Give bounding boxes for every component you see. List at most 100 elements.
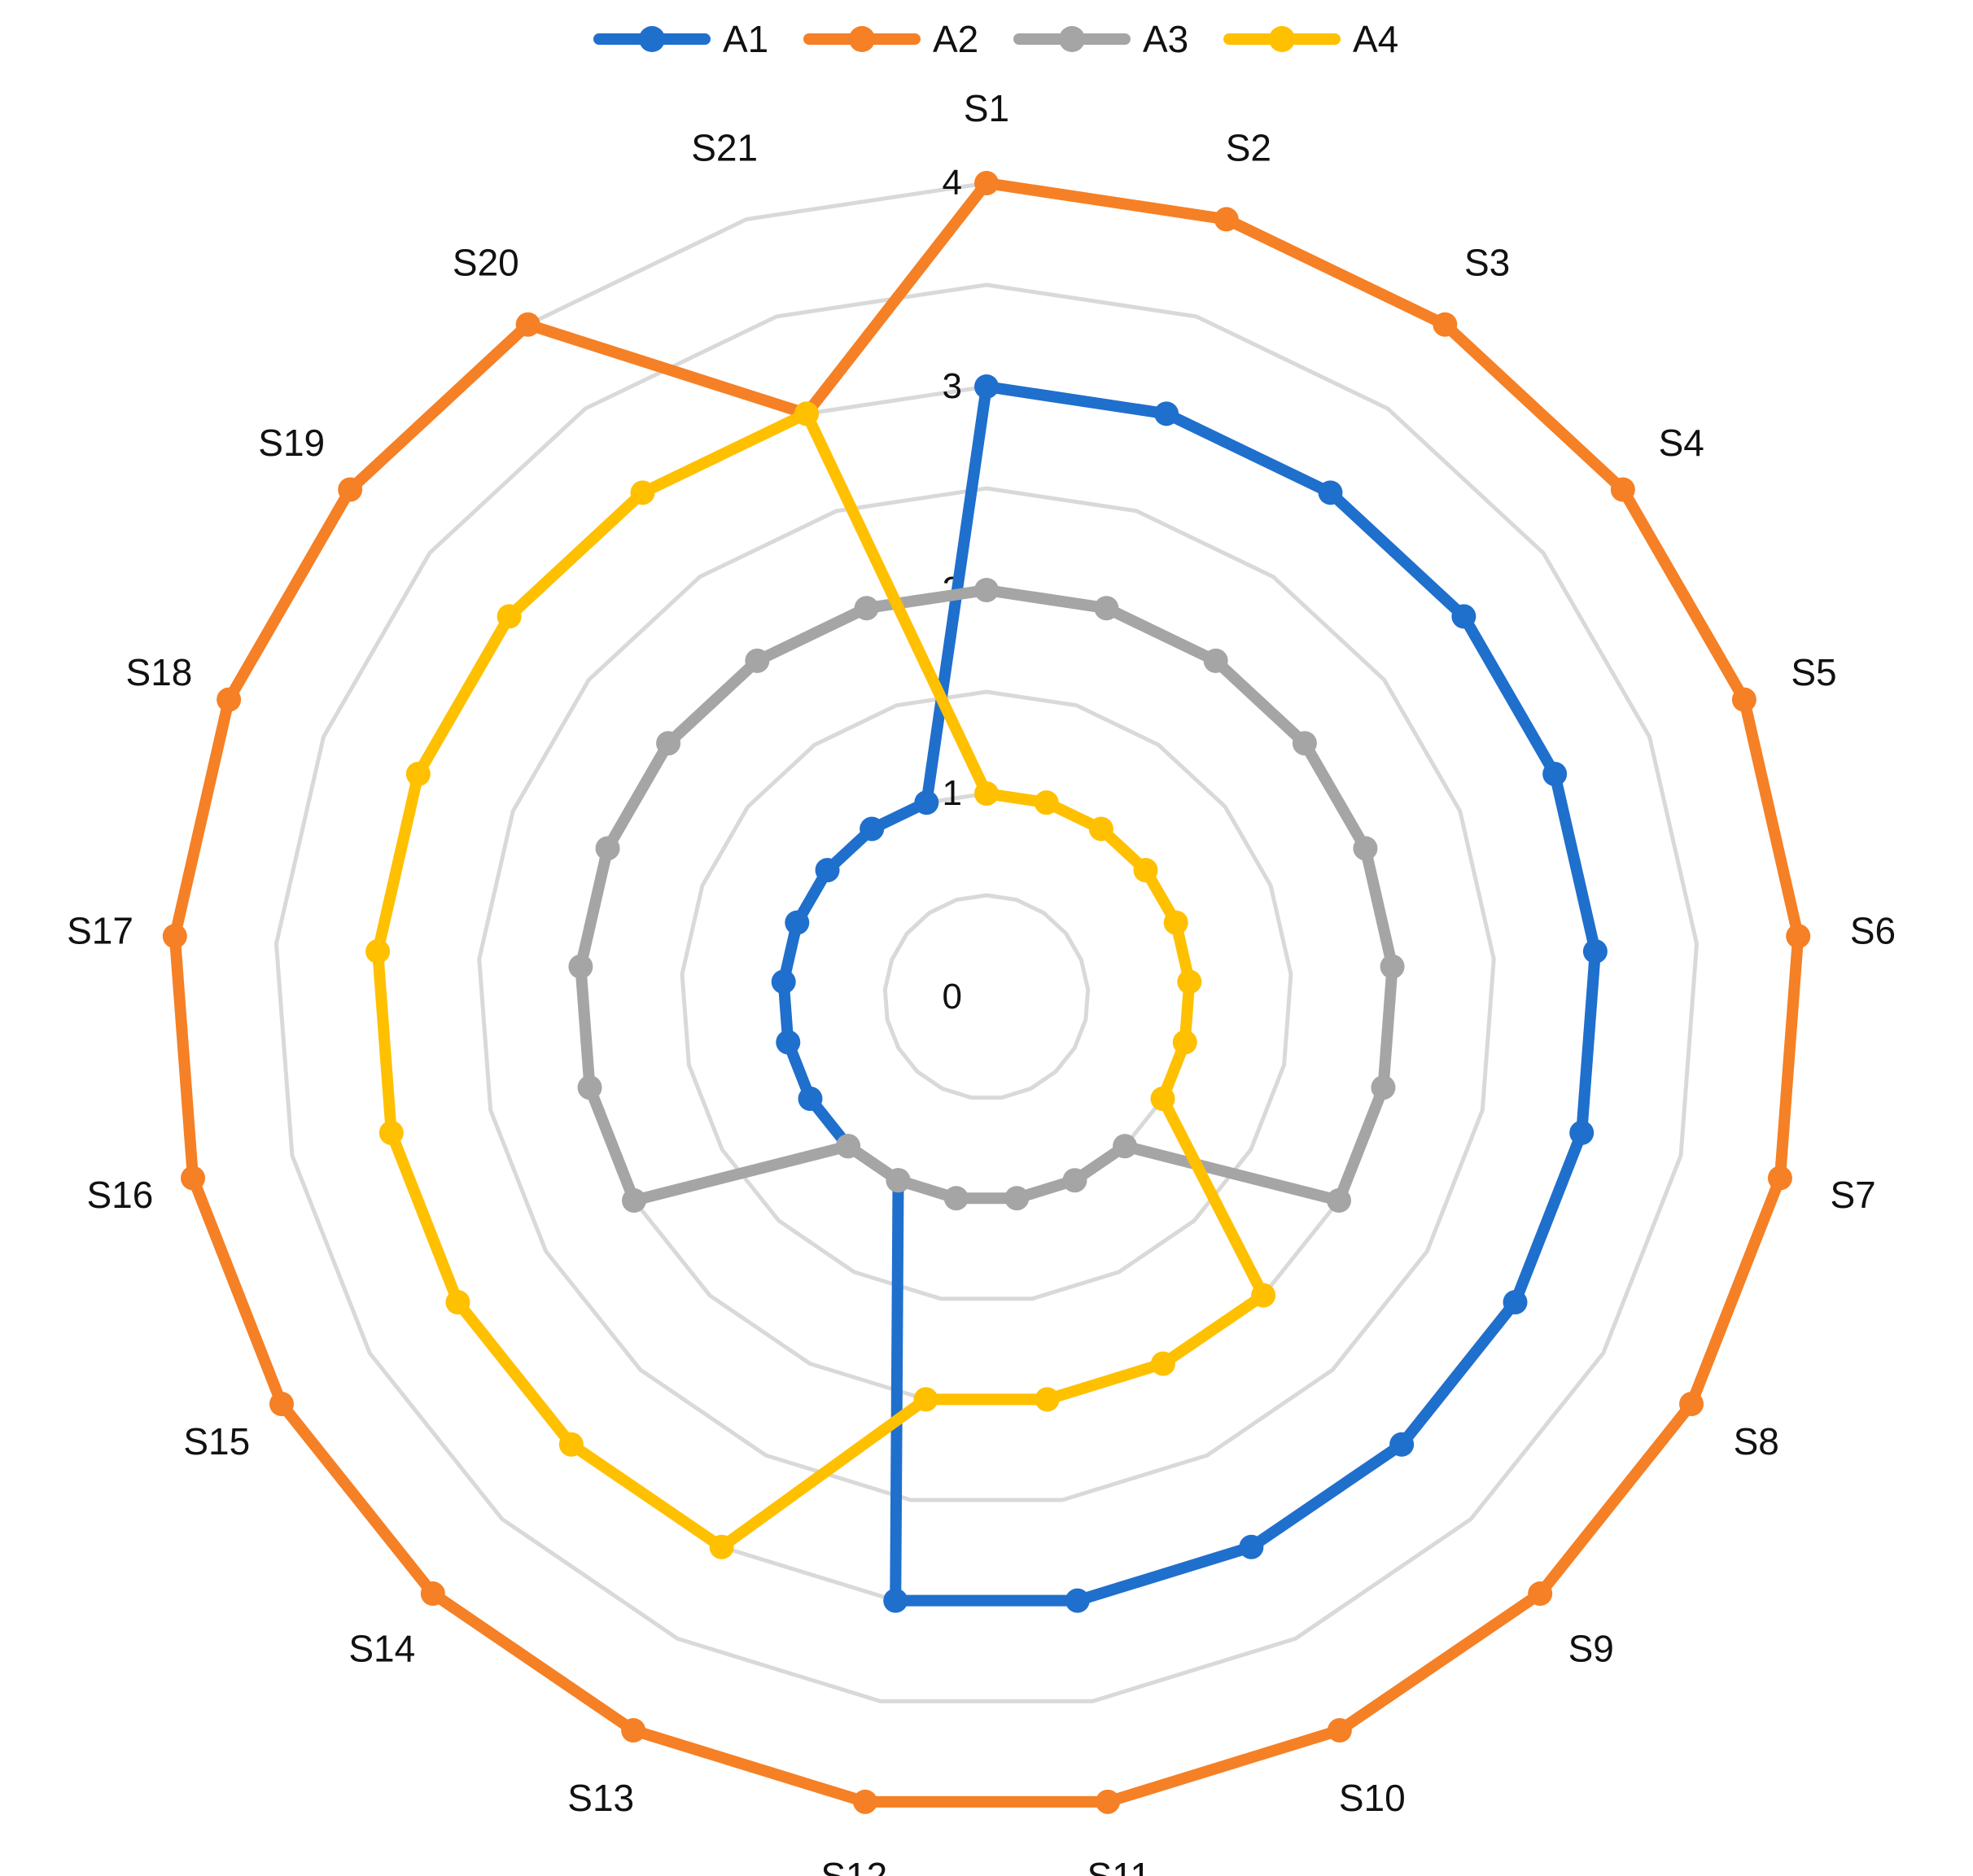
data-point [1154, 401, 1179, 426]
category-label: S16 [86, 1174, 153, 1216]
legend-label: A4 [1353, 18, 1398, 60]
category-label: S9 [1568, 1627, 1614, 1669]
category-label: S17 [67, 909, 133, 951]
data-point [1451, 604, 1476, 629]
series-line [168, 177, 1805, 1808]
data-point [1094, 596, 1119, 621]
data-point [1172, 1030, 1197, 1055]
category-label: S19 [258, 422, 325, 464]
data-point [338, 477, 363, 502]
series-line [777, 381, 1601, 1607]
data-point [1251, 1283, 1276, 1308]
legend-swatch-marker [639, 26, 665, 52]
data-point [1113, 1134, 1138, 1159]
data-point [1503, 1290, 1528, 1314]
data-point [860, 816, 885, 842]
data-point [1292, 731, 1317, 756]
data-point [798, 1087, 823, 1111]
data-point [1203, 648, 1228, 673]
data-point [1327, 1717, 1352, 1743]
data-point [1582, 938, 1608, 964]
data-point [621, 1188, 646, 1213]
data-point [162, 924, 187, 949]
grid-ring [680, 689, 1293, 1301]
data-point [515, 312, 540, 337]
grid-ring [882, 893, 1091, 1100]
data-point [794, 401, 819, 426]
data-point [1569, 1120, 1595, 1145]
data-point [974, 781, 999, 806]
data-point [943, 1186, 969, 1211]
data-point [709, 1534, 734, 1559]
data-point [497, 604, 522, 629]
data-point [558, 1432, 584, 1457]
category-label: S12 [820, 1855, 887, 1876]
data-point [1150, 1087, 1175, 1111]
data-point [621, 1717, 646, 1743]
legend-item[interactable]: A4 [1223, 18, 1398, 60]
data-point [568, 954, 593, 979]
data-point [771, 969, 796, 995]
data-point [269, 1392, 294, 1416]
category-label: S11 [1087, 1855, 1151, 1876]
legend-item[interactable]: A2 [803, 18, 978, 60]
grid-ring [273, 282, 1700, 1703]
legend-swatch-marker [849, 26, 875, 52]
data-point [1239, 1534, 1264, 1559]
category-label: S15 [183, 1420, 250, 1463]
legend[interactable]: A1 A2 A3 A4 [593, 18, 1398, 60]
data-point [1389, 1432, 1415, 1457]
category-label: S2 [1226, 127, 1271, 169]
legend-label: A1 [723, 18, 768, 60]
data-point [181, 1165, 206, 1191]
data-point [595, 836, 620, 861]
data-point [913, 1387, 938, 1412]
data-point [1163, 910, 1188, 935]
legend-swatch-marker [1269, 26, 1295, 52]
data-point [1433, 312, 1458, 337]
category-label: S13 [567, 1777, 634, 1819]
data-point [974, 171, 999, 195]
data-point [630, 480, 655, 505]
category-label: S1 [964, 87, 1009, 129]
data-point [1679, 1392, 1704, 1416]
data-point [785, 910, 810, 935]
tick-label: 3 [943, 366, 962, 406]
category-label-layer: S1 S2 S3 S4 S5 S6 S7 S8 S9 S10 S11 S12 S13 S14 S15 S16 S… [67, 87, 1896, 1876]
category-label: S6 [1850, 909, 1896, 951]
data-point [852, 1789, 877, 1814]
data-point [378, 1120, 404, 1145]
legend-item[interactable]: A3 [1013, 18, 1188, 60]
legend-item[interactable]: A1 [593, 18, 768, 60]
data-point [217, 687, 242, 712]
series-a3 [568, 578, 1405, 1213]
tick-label: 4 [943, 163, 962, 203]
data-point [420, 1581, 445, 1607]
data-point [1004, 1186, 1030, 1211]
series-line [575, 584, 1398, 1206]
category-label: S10 [1339, 1777, 1406, 1819]
data-point [835, 1134, 860, 1159]
data-point [1528, 1581, 1553, 1607]
data-point [745, 648, 770, 673]
tick-label: 0 [943, 977, 962, 1017]
data-point [854, 596, 879, 621]
category-label: S18 [126, 651, 193, 693]
data-point [445, 1290, 470, 1314]
category-label: S3 [1464, 242, 1510, 284]
category-label: S20 [453, 242, 519, 284]
data-point [776, 1030, 801, 1055]
series-line [372, 408, 1270, 1553]
data-point [577, 1075, 602, 1100]
data-point [883, 1588, 908, 1613]
series-layer [162, 171, 1811, 1814]
data-point [815, 858, 840, 883]
data-point [656, 731, 681, 756]
legend-label: A2 [933, 18, 978, 60]
data-point [1318, 480, 1343, 505]
data-point [1062, 1168, 1087, 1193]
legend-label: A3 [1143, 18, 1188, 60]
data-point [1150, 1351, 1175, 1376]
